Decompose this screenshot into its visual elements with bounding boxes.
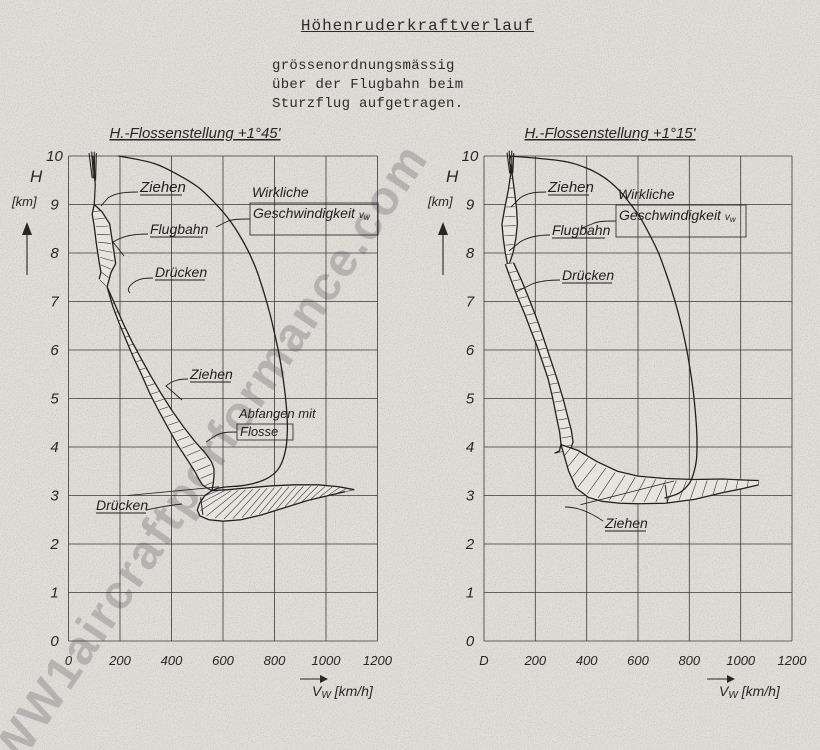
svg-text:5: 5 — [466, 391, 475, 408]
svg-text:Wirkliche: Wirkliche — [618, 186, 675, 202]
svg-text:2: 2 — [465, 536, 475, 553]
svg-text:H.-Flossenstellung +1°15': H.-Flossenstellung +1°15' — [524, 125, 696, 142]
svg-text:H.-Flossenstellung +1°45': H.-Flossenstellung +1°45' — [109, 125, 281, 142]
svg-text:0: 0 — [50, 633, 59, 650]
svg-text:4: 4 — [466, 439, 474, 456]
svg-text:6: 6 — [50, 342, 59, 359]
svg-text:Ziehen: Ziehen — [604, 515, 648, 531]
svg-text:0: 0 — [65, 653, 73, 668]
svg-text:600: 600 — [212, 653, 234, 668]
svg-text:400: 400 — [576, 653, 598, 668]
svg-text:5: 5 — [50, 391, 59, 408]
svg-text:Geschwindigkeit vw: Geschwindigkeit vw — [253, 205, 371, 222]
svg-text:10: 10 — [462, 148, 479, 165]
svg-text:1200: 1200 — [363, 653, 393, 668]
svg-text:Drücken: Drücken — [96, 497, 148, 513]
svg-text:[km]: [km] — [11, 194, 37, 209]
svg-text:8: 8 — [50, 245, 59, 262]
svg-text:VW [km/h]: VW [km/h] — [312, 683, 374, 701]
svg-text:Drücken: Drücken — [155, 264, 207, 280]
svg-text:1: 1 — [466, 585, 474, 602]
svg-text:9: 9 — [466, 197, 475, 214]
svg-text:1000: 1000 — [726, 653, 756, 668]
svg-text:Flosse: Flosse — [240, 424, 278, 439]
svg-text:Ziehen: Ziehen — [139, 179, 186, 196]
svg-text:600: 600 — [627, 653, 649, 668]
svg-text:Drücken: Drücken — [562, 267, 614, 283]
svg-text:800: 800 — [264, 653, 286, 668]
svg-text:H: H — [30, 167, 43, 186]
svg-text:Abfangen mit: Abfangen mit — [238, 406, 317, 421]
svg-text:[km]: [km] — [427, 194, 453, 209]
svg-text:9: 9 — [50, 197, 59, 214]
svg-text:1200: 1200 — [778, 653, 808, 668]
svg-text:10: 10 — [46, 148, 63, 165]
svg-text:0: 0 — [466, 633, 475, 650]
svg-text:Flugbahn: Flugbahn — [552, 222, 611, 238]
svg-text:Ziehen: Ziehen — [189, 366, 233, 382]
svg-text:400: 400 — [161, 653, 183, 668]
svg-text:Flugbahn: Flugbahn — [150, 221, 209, 237]
svg-text:800: 800 — [678, 653, 700, 668]
svg-text:D: D — [479, 653, 488, 668]
svg-text:1000: 1000 — [312, 653, 342, 668]
svg-text:200: 200 — [523, 653, 546, 668]
svg-text:7: 7 — [466, 294, 475, 311]
svg-text:200: 200 — [108, 653, 131, 668]
svg-text:VW [km/h]: VW [km/h] — [719, 683, 781, 701]
svg-text:Geschwindigkeit vw: Geschwindigkeit vw — [619, 207, 737, 224]
svg-text:8: 8 — [466, 245, 475, 262]
svg-text:7: 7 — [50, 294, 59, 311]
svg-text:Wirkliche: Wirkliche — [252, 184, 309, 200]
svg-text:Ziehen: Ziehen — [547, 179, 594, 196]
svg-text:H: H — [446, 167, 459, 186]
svg-text:4: 4 — [50, 439, 58, 456]
svg-text:3: 3 — [466, 488, 475, 505]
svg-text:3: 3 — [50, 488, 59, 505]
svg-text:2: 2 — [49, 536, 59, 553]
svg-text:1: 1 — [50, 585, 58, 602]
svg-text:6: 6 — [466, 342, 475, 359]
